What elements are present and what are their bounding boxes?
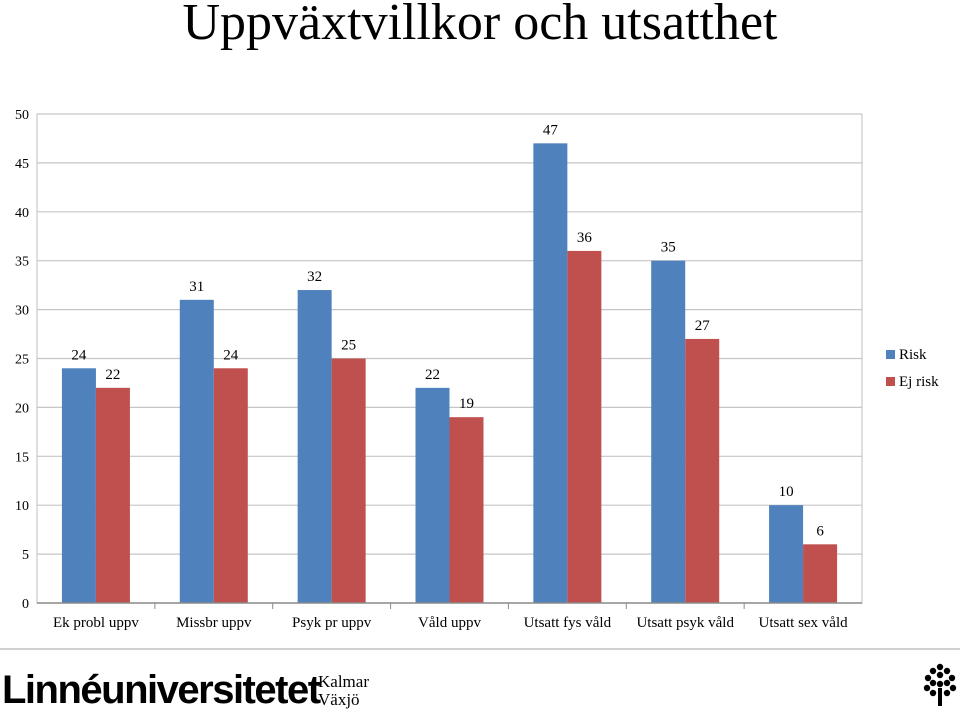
data-label: 22 <box>425 367 440 383</box>
x-tick-label: Utsatt sex våld <box>758 615 848 631</box>
data-label: 47 <box>543 122 559 138</box>
university-tree-icon <box>923 663 957 706</box>
y-tick-label: 5 <box>22 548 29 563</box>
bar-ej-risk <box>95 387 130 603</box>
y-tick-label: 35 <box>15 255 29 270</box>
x-axis: Ek probl uppv Missbr uppv Psyk pr uppv Våld… <box>37 602 862 631</box>
bar-risk <box>651 260 686 603</box>
footer-divider <box>0 648 960 650</box>
legend-label: Ej risk <box>899 374 939 390</box>
y-tick-label: 40 <box>15 206 29 221</box>
y-tick-label: 50 <box>15 108 29 123</box>
y-tick-label: 25 <box>15 353 29 368</box>
x-tick-label: Våld uppv <box>418 615 481 631</box>
x-tick-label: Missbr uppv <box>176 615 252 631</box>
y-tick-label: 0 <box>22 597 29 612</box>
bar-risk <box>179 299 214 603</box>
logo-sub-vaxjo: Växjö <box>318 690 360 709</box>
data-label: 36 <box>577 230 593 246</box>
bar-risk <box>415 387 450 603</box>
bar-ej-risk <box>685 338 720 603</box>
page-title: Uppväxtvillkor och utsatthet <box>182 0 778 51</box>
data-label: 6 <box>816 523 824 539</box>
logo-sub-kalmar: Kalmar <box>318 672 369 691</box>
data-labels: 24 22 31 24 32 25 22 19 47 36 35 27 10 6 <box>71 122 824 539</box>
data-label: 31 <box>189 279 204 295</box>
data-label: 24 <box>223 347 239 363</box>
bar-chart: 0 5 10 15 20 25 30 35 40 45 50 24 22 31 24 32 25 22 19 47 3… <box>15 108 939 631</box>
data-label: 25 <box>341 338 356 354</box>
x-tick-label: Psyk pr uppv <box>292 615 372 631</box>
bar-ej-risk <box>331 358 366 603</box>
bar-risk <box>769 505 804 603</box>
bars <box>61 143 838 604</box>
y-tick-label: 45 <box>15 157 29 172</box>
y-tick-label: 20 <box>15 401 29 416</box>
data-label: 19 <box>459 396 474 412</box>
bar-risk <box>61 368 96 603</box>
legend: Risk Ej risk <box>886 347 939 390</box>
bar-risk <box>297 290 332 603</box>
x-tick-label: Utsatt fys våld <box>524 615 612 631</box>
data-label: 10 <box>779 484 794 500</box>
y-tick-label: 30 <box>15 304 29 319</box>
x-tick-label: Utsatt psyk våld <box>636 615 734 631</box>
y-tick-label: 10 <box>15 499 29 514</box>
bar-ej-risk <box>213 368 248 603</box>
data-label: 35 <box>661 240 676 256</box>
legend-swatch <box>886 377 895 386</box>
data-label: 27 <box>695 318 711 334</box>
legend-label: Risk <box>899 347 927 363</box>
bar-ej-risk <box>567 250 602 604</box>
data-label: 22 <box>105 367 120 383</box>
bar-ej-risk <box>803 544 838 603</box>
y-axis: 0 5 10 15 20 25 30 35 40 45 50 <box>15 108 29 612</box>
bar-ej-risk <box>449 417 484 603</box>
bar-risk <box>533 143 568 603</box>
gridlines <box>36 113 863 604</box>
data-label: 24 <box>71 347 87 363</box>
y-tick-label: 15 <box>15 450 29 465</box>
logo-subtitle: Kalmar Växjö <box>318 673 369 709</box>
data-label: 32 <box>307 269 322 285</box>
x-tick-label: Ek probl uppv <box>53 615 139 631</box>
university-logo: Linnéuniversitetet <box>2 668 321 712</box>
legend-swatch <box>886 350 895 359</box>
